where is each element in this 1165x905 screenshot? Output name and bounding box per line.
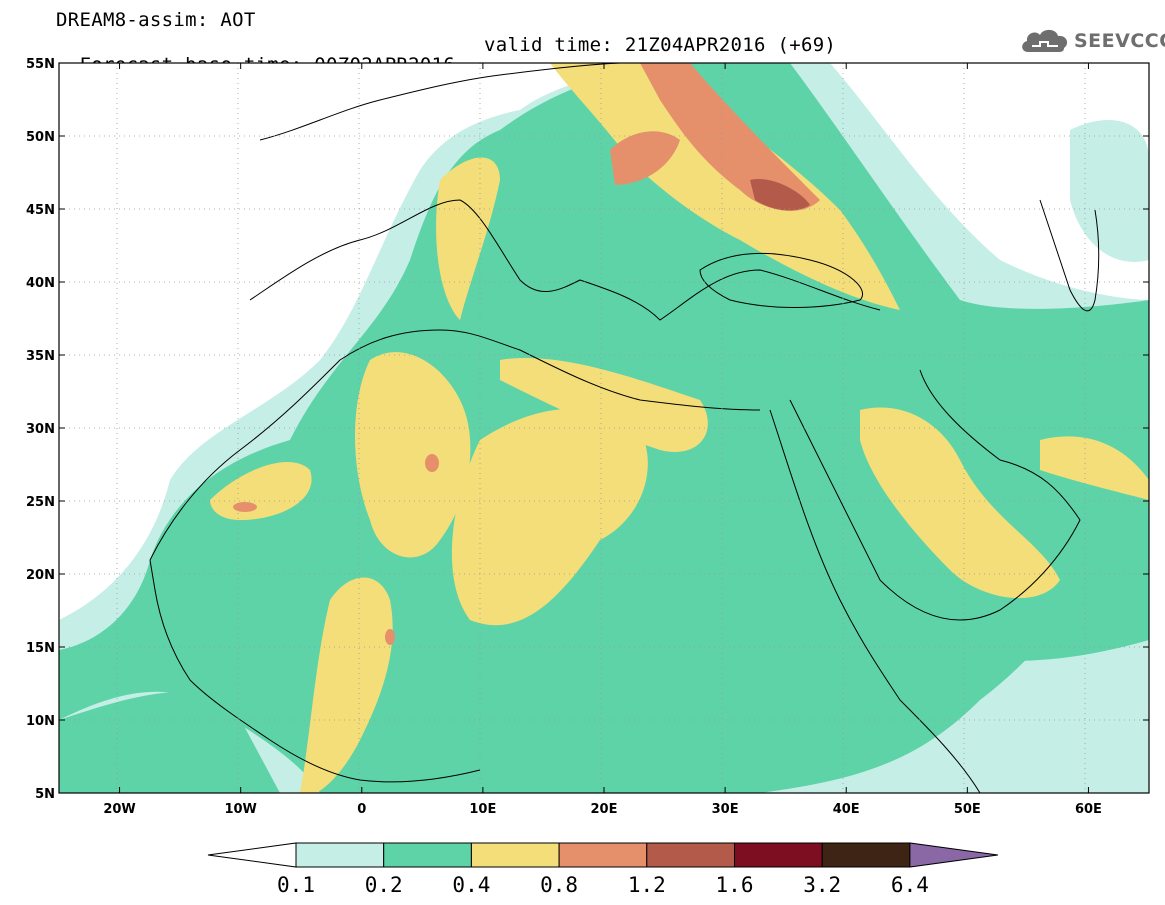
aot-orange-spot-algeria bbox=[425, 454, 439, 472]
lat-label: 25N bbox=[26, 495, 55, 510]
aot-yellow-europe bbox=[550, 63, 900, 310]
lat-label: 20N bbox=[26, 568, 55, 583]
colorbar-level-label: 6.4 bbox=[891, 873, 929, 897]
colorbar-low-arrow bbox=[207, 842, 297, 868]
colorbar-swatch bbox=[734, 842, 823, 868]
colorbar-level-label: 0.8 bbox=[540, 873, 578, 897]
lon-label: 0 bbox=[357, 802, 366, 817]
axis-ticks bbox=[59, 62, 1149, 794]
colorbar-swatch bbox=[558, 842, 648, 868]
colorbar: 0.1 0.2 0.4 0.8 1.2 1.6 3.2 6.4 bbox=[207, 842, 998, 897]
lon-label: 20W bbox=[103, 802, 135, 817]
colorbar-swatch bbox=[383, 842, 472, 868]
valid-time: valid time: 21Z04APR2016 (+69) bbox=[484, 34, 837, 56]
coast-black-sea bbox=[699, 253, 863, 308]
seevccc-logo: SEEVCCC bbox=[1018, 24, 1165, 60]
lat-label: 10N bbox=[26, 714, 55, 729]
lon-label: 20E bbox=[591, 802, 618, 817]
coast-africa-west bbox=[149, 559, 481, 783]
aot-green-sw bbox=[59, 691, 280, 793]
colorbar-level-label: 1.2 bbox=[628, 873, 666, 897]
lat-label: 35N bbox=[26, 349, 55, 364]
colorbar-swatch bbox=[821, 842, 911, 868]
coast-arabia bbox=[789, 369, 1081, 621]
aot-yellow-sahara bbox=[355, 352, 471, 558]
coast-europe-north bbox=[259, 63, 621, 141]
coast-red-sea bbox=[769, 409, 981, 793]
lat-label: 40N bbox=[26, 276, 55, 291]
lat-label: 45N bbox=[26, 203, 55, 218]
lat-label: 15N bbox=[26, 641, 55, 656]
lon-label: 10W bbox=[224, 802, 256, 817]
lon-label: 30E bbox=[712, 802, 739, 817]
lat-label: 55N bbox=[26, 57, 55, 72]
longitude-labels: 20W 10W 0 10E 20E 30E 40E 50E 60E bbox=[103, 802, 1102, 817]
colorbar-level-label: 3.2 bbox=[803, 873, 841, 897]
lat-label: 50N bbox=[26, 130, 55, 145]
lon-label: 60E bbox=[1075, 802, 1102, 817]
lon-label: 40E bbox=[833, 802, 860, 817]
lat-label: 30N bbox=[26, 422, 55, 437]
aot-light-east bbox=[1070, 120, 1149, 262]
aot-yellow-libya bbox=[500, 358, 708, 452]
aot-yellow-sahel bbox=[300, 577, 393, 793]
colorbar-level-label: 1.6 bbox=[716, 873, 754, 897]
gridlines bbox=[59, 63, 1149, 793]
colorbar-level-label: 0.4 bbox=[452, 873, 490, 897]
colorbar-level-label: 0.1 bbox=[277, 873, 315, 897]
aot-yellow-gulf bbox=[1040, 436, 1149, 500]
aot-brown-ukraine bbox=[750, 179, 810, 211]
aot-orange-spot-morocco bbox=[233, 502, 257, 512]
aot-orange-hungary bbox=[610, 131, 680, 185]
coast-europe-south bbox=[249, 199, 881, 321]
aot-yellow-italy bbox=[436, 157, 500, 320]
aot-orange-europe bbox=[640, 63, 820, 211]
logo-text: SEEVCCC bbox=[1074, 30, 1165, 52]
aot-orange-spot-niger bbox=[385, 629, 395, 645]
aot-yellow-arabia bbox=[860, 407, 1060, 599]
coastlines bbox=[149, 63, 1100, 793]
colorbar-swatch bbox=[646, 842, 735, 868]
latitude-labels: 55N 50N 45N 40N 35N 30N 25N 20N 15N 10N 5N bbox=[26, 57, 55, 802]
lon-label: 50E bbox=[954, 802, 981, 817]
cloud-icon bbox=[1022, 29, 1068, 52]
lon-label: 10E bbox=[469, 802, 496, 817]
colorbar-level-label: 0.2 bbox=[365, 873, 403, 897]
aot-yellow-central bbox=[451, 408, 648, 626]
colorbar-swatch bbox=[470, 842, 560, 868]
map-title: DREAM8-assim: AOT bbox=[56, 9, 256, 31]
colorbar-swatch bbox=[295, 842, 385, 868]
coast-caspian bbox=[1039, 199, 1100, 312]
coast-africa-north bbox=[149, 329, 761, 561]
lat-label: 5N bbox=[35, 787, 55, 802]
colorbar-high-arrow bbox=[909, 842, 998, 868]
